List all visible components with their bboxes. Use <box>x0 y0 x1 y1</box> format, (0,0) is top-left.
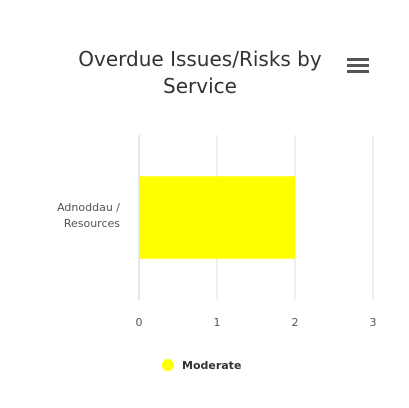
x-tick-label: 3 <box>370 316 377 329</box>
bar <box>139 176 295 259</box>
legend-label: Moderate <box>182 359 241 372</box>
menu-bar[interactable] <box>347 64 369 67</box>
menu-bar[interactable] <box>347 70 369 73</box>
y-tick-label: Adnoddau / Resources <box>57 201 120 230</box>
menu-bar[interactable] <box>347 58 369 61</box>
x-tick-label: 2 <box>292 316 299 329</box>
x-tick-label: 0 <box>136 316 143 329</box>
menu-icon[interactable] <box>347 58 369 73</box>
x-tick-label: 1 <box>214 316 221 329</box>
legend-swatch <box>162 359 174 371</box>
chart-title: Overdue Issues/Risks by Service <box>78 47 322 98</box>
